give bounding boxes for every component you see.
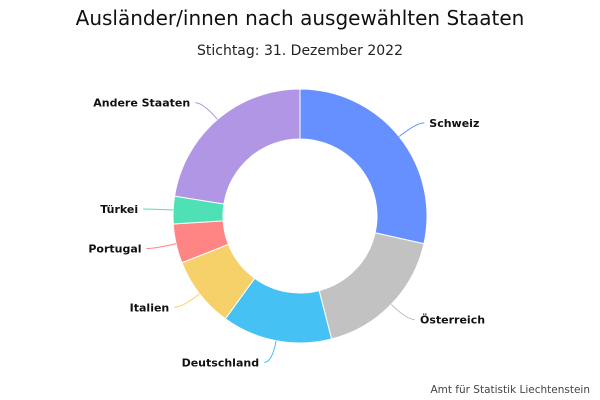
label-connectors [143,102,425,363]
label-andere-staaten: Andere Staaten [93,97,190,110]
chart-title: Ausländer/innen nach ausgewählten Staate… [75,6,525,30]
slice-oesterreich[interactable] [318,232,425,340]
chart-subtitle: Stichtag: 31. Dezember 2022 [196,43,403,59]
connector-portugal [146,243,177,250]
slice-schweiz[interactable] [299,88,428,245]
connector-italien [174,293,200,308]
label-italien: Italien [130,301,170,314]
label-schweiz: Schweiz [429,117,479,130]
chart-credits[interactable]: Amt für Statistik Liechtenstein [430,384,590,396]
slice-labels: Schweiz Österreich Deutschland Italien Portu… [88,97,485,370]
connector-tuerkei [143,208,174,211]
label-deutschland: Deutschland [182,356,259,369]
connector-schweiz [398,122,425,137]
connector-deutschland [264,340,277,363]
label-portugal: Portugal [88,243,141,256]
donut-slices [172,88,428,344]
slice-andere-staaten[interactable] [173,88,301,205]
label-oesterreich: Österreich [420,313,485,327]
connector-andere-staaten [195,102,218,120]
label-tuerkei: Türkei [100,203,138,216]
connector-oesterreich [390,304,416,321]
